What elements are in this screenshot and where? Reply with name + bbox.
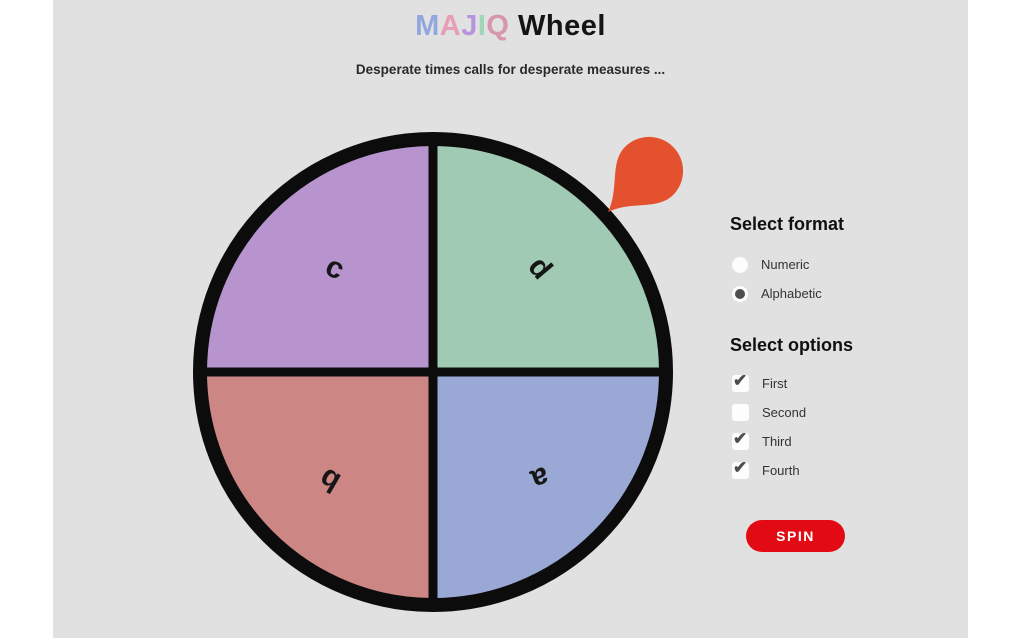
checkbox-row-fourth[interactable]: Fourth	[732, 458, 960, 480]
select-options-heading: Select options	[730, 335, 854, 355]
wheel-pointer-icon	[608, 137, 683, 212]
title-letter-q: Q	[486, 10, 510, 42]
wheel-segment-top-right	[433, 145, 660, 372]
radio-alphabetic[interactable]	[732, 285, 748, 302]
title-rest: Wheel	[518, 10, 606, 42]
radio-numeric-label: Numeric	[761, 257, 810, 272]
radio-row-numeric[interactable]: Numeric	[732, 255, 960, 274]
wheel-rim	[193, 132, 673, 612]
control-panel: Select format Numeric Alphabetic Select …	[730, 214, 960, 552]
radio-row-alphabetic[interactable]: Alphabetic	[732, 284, 960, 303]
checkbox-third[interactable]	[732, 429, 749, 450]
checkbox-fourth-label: Fourth	[762, 463, 800, 478]
select-format-heading: Select format	[730, 214, 845, 234]
wheel-segment-bottom-left	[206, 372, 433, 599]
title-letter-a: A	[439, 10, 462, 42]
title-letter-i: I	[477, 10, 487, 42]
radio-alphabetic-label: Alphabetic	[761, 286, 822, 301]
wheel: c d b a	[193, 132, 673, 612]
checkbox-first-label: First	[762, 376, 788, 391]
title-letter-j: J	[461, 10, 478, 42]
checkbox-row-first[interactable]: First	[732, 371, 960, 393]
wheel-segment-top-left	[206, 145, 433, 372]
checkbox-second-label: Second	[762, 405, 807, 420]
checkbox-row-second[interactable]: Second	[732, 403, 960, 422]
wheel-segment-bottom-right	[433, 372, 660, 599]
checkbox-row-third[interactable]: Third	[732, 429, 960, 451]
checkbox-third-label: Third	[762, 434, 792, 449]
checkbox-fourth[interactable]	[732, 458, 749, 479]
subtitle: Desperate times calls for desperate meas…	[355, 62, 666, 77]
checkbox-first[interactable]	[732, 371, 749, 392]
app-canvas: MAJIQ Wheel Desperate times calls for de…	[53, 0, 968, 638]
spin-button[interactable]: SPIN	[746, 520, 845, 552]
checkbox-second[interactable]	[732, 404, 749, 421]
title-letter-m: M	[415, 10, 440, 42]
radio-numeric[interactable]	[732, 256, 748, 273]
app-title: MAJIQ Wheel	[53, 10, 968, 43]
